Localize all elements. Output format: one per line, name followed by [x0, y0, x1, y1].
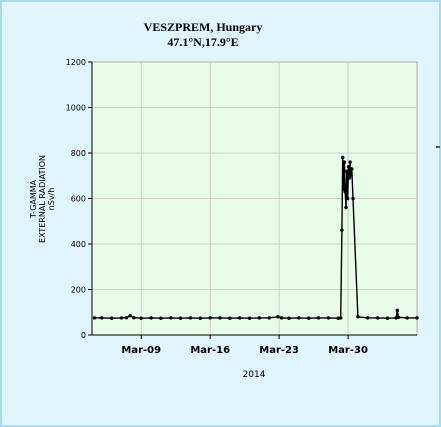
- grid-lines: [92, 62, 417, 335]
- data-point: [307, 316, 311, 320]
- data-point: [346, 196, 350, 201]
- data-point: [415, 316, 419, 320]
- y-axis-label-line1: T-GAMMA: [29, 179, 38, 219]
- data-point: [178, 316, 183, 320]
- data-point: [132, 316, 136, 320]
- data-point: [218, 316, 222, 320]
- x-tick-label: Mar-23: [259, 345, 299, 356]
- data-point: [238, 316, 242, 320]
- data-point: [149, 316, 153, 320]
- data-point: [124, 316, 129, 320]
- data-point: [228, 316, 232, 320]
- data-point: [139, 316, 143, 320]
- data-point: [169, 316, 173, 320]
- data-point: [336, 316, 340, 320]
- data-point: [247, 316, 252, 320]
- y-tick-label: 1200: [66, 58, 86, 67]
- data-point: [267, 316, 271, 320]
- data-point: [346, 165, 351, 169]
- data-point: [326, 316, 331, 320]
- data-point: [366, 316, 370, 320]
- data-point: [395, 308, 399, 313]
- data-point: [396, 315, 401, 319]
- x-axis-ticks: Mar-09 Mar-16 Mar-23 Mar-30: [121, 335, 368, 356]
- data-point: [128, 314, 132, 318]
- chart-title: VESZPREM, Hungary: [144, 20, 263, 34]
- data-point: [348, 160, 352, 164]
- data-point: [297, 316, 301, 320]
- data-point: [342, 160, 347, 164]
- y-axis-label-group: T-GAMMA EXTERNAL RADIATION nSv/h: [29, 155, 56, 243]
- data-point: [385, 316, 390, 320]
- x-tick-label: Mar-09: [121, 345, 161, 356]
- x-tick-label: Mar-30: [328, 345, 368, 356]
- data-point: [188, 316, 193, 320]
- chart-subtitle: 47.1°N,17.9°E: [167, 35, 238, 49]
- data-point: [100, 316, 104, 320]
- data-point: [339, 316, 343, 320]
- x-axis-label: 2014: [243, 370, 266, 380]
- data-point: [351, 196, 355, 201]
- data-point: [343, 190, 347, 194]
- data-point: [344, 205, 348, 210]
- data-point: [375, 316, 380, 320]
- data-point: [159, 316, 163, 320]
- data-point: [405, 316, 409, 320]
- data-point: [276, 315, 280, 319]
- data-point: [356, 315, 360, 319]
- data-point: [349, 174, 353, 178]
- data-point: [316, 316, 321, 320]
- y-axis-label-line2: EXTERNAL RADIATION: [38, 155, 47, 243]
- data-point: [345, 169, 349, 173]
- data-point: [279, 316, 284, 320]
- data-point: [208, 316, 212, 320]
- data-point: [341, 155, 345, 160]
- x-tick-label: Mar-16: [190, 345, 230, 356]
- y-tick-label: 200: [71, 286, 86, 295]
- data-point: [198, 316, 202, 320]
- data-point: [287, 316, 291, 320]
- y-tick-label: 1000: [66, 104, 86, 113]
- y-tick-label: 600: [71, 195, 86, 204]
- data-point: [110, 316, 114, 320]
- edge-mark: [436, 146, 440, 148]
- data-point: [257, 316, 262, 320]
- y-axis-unit: nSv/h: [47, 188, 56, 211]
- data-point: [340, 228, 344, 232]
- y-tick-label: 0: [81, 331, 86, 340]
- y-axis-ticks: 0 200 400 600 800 1000 1200: [66, 58, 92, 340]
- y-tick-label: 800: [71, 149, 86, 158]
- series-layer: [92, 155, 419, 320]
- data-point: [92, 316, 97, 320]
- data-point: [350, 167, 354, 171]
- y-tick-label: 400: [71, 240, 86, 249]
- data-point: [119, 316, 124, 320]
